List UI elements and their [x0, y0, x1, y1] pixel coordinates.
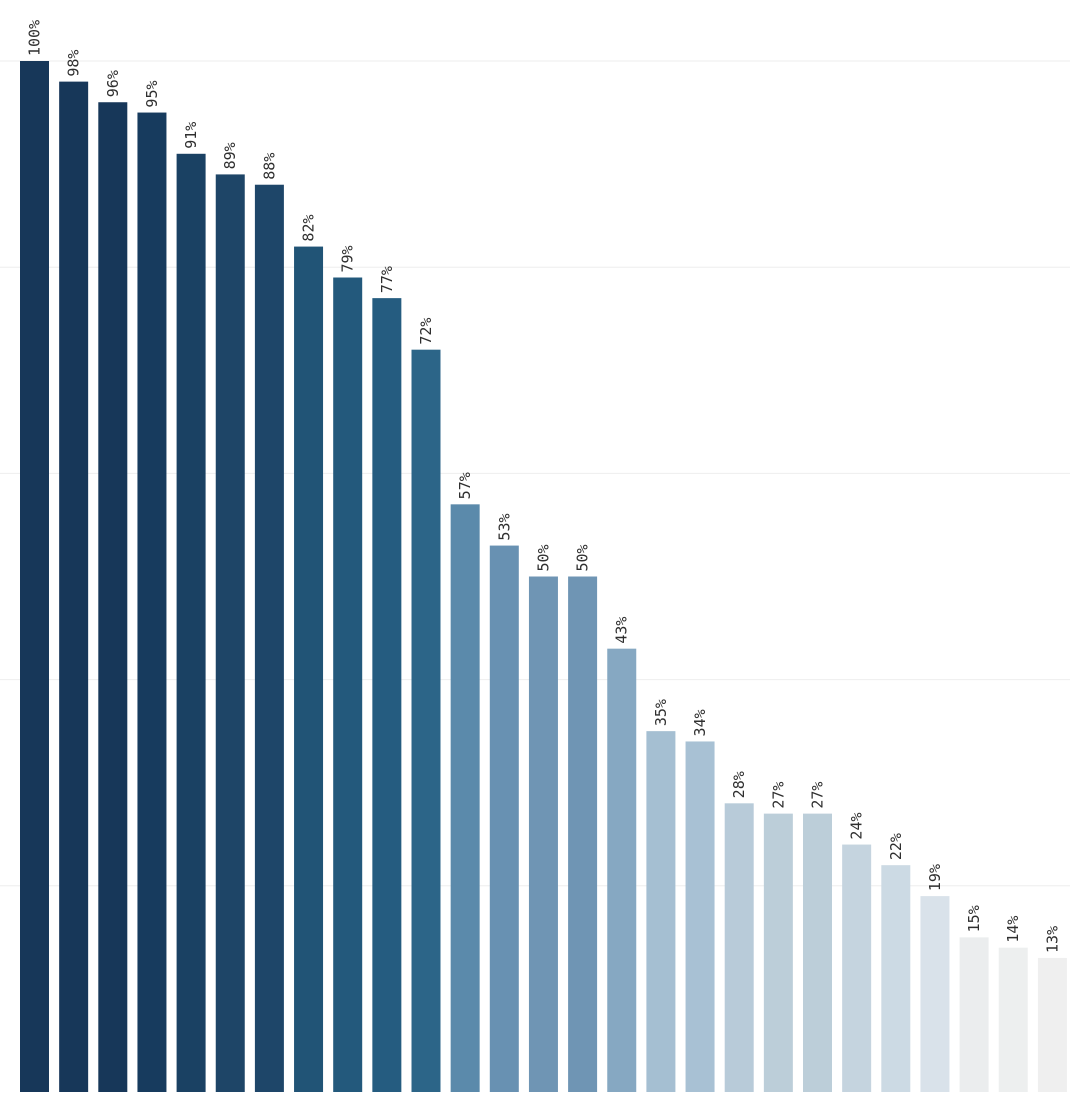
data-label: 22%: [887, 833, 905, 860]
data-label: 15%: [965, 905, 983, 932]
data-label: 43%: [613, 617, 631, 644]
bar: [489, 545, 519, 1092]
data-label: 89%: [221, 142, 239, 169]
data-label: 82%: [300, 214, 318, 241]
bar: [215, 174, 245, 1092]
bar: [842, 844, 872, 1092]
data-label: 50%: [534, 544, 552, 571]
bar: [920, 896, 950, 1092]
bar: [333, 277, 363, 1092]
data-label: 28%: [730, 771, 748, 798]
bar: [763, 813, 793, 1092]
bar: [724, 803, 754, 1092]
bar: [254, 184, 284, 1093]
data-label: 13%: [1043, 926, 1061, 953]
bar: [685, 741, 715, 1092]
bar: [450, 504, 480, 1093]
data-label: 88%: [260, 153, 278, 180]
bar: [646, 731, 676, 1092]
bar: [20, 61, 49, 1092]
bar: [98, 102, 128, 1093]
data-label: 27%: [769, 782, 787, 809]
bar: [411, 349, 441, 1092]
value-labels-group: 100% 98% 96% 95% 91% 89% 88% 82% 79% 77% 72% 57% 53%…: [26, 20, 1062, 953]
bar: [59, 81, 89, 1093]
data-label: 57%: [456, 472, 474, 499]
data-label: 96%: [104, 70, 122, 97]
bar: [1037, 957, 1067, 1092]
bar: [998, 947, 1028, 1092]
bars-group: [20, 61, 1067, 1093]
bar: [294, 246, 324, 1092]
data-label: 72%: [417, 318, 435, 345]
data-label: 24%: [848, 812, 866, 839]
data-label: 77%: [378, 266, 396, 293]
bar: [881, 865, 911, 1092]
bar: [607, 648, 637, 1092]
data-label: 35%: [652, 699, 670, 726]
data-label: 91%: [182, 122, 200, 149]
bar: [568, 576, 598, 1092]
data-label: 100%: [26, 20, 44, 56]
data-label: 14%: [1004, 916, 1022, 943]
bar: [372, 298, 402, 1092]
bar: [137, 112, 167, 1093]
data-label: 34%: [691, 709, 709, 736]
data-label: 79%: [339, 245, 357, 272]
bar: [803, 813, 832, 1092]
bar: [959, 937, 989, 1092]
data-label: 50%: [574, 544, 592, 571]
data-label: 53%: [495, 513, 513, 540]
bar: [176, 153, 206, 1093]
data-label: 98%: [65, 50, 83, 77]
bar: [528, 576, 558, 1092]
data-label: 19%: [926, 864, 944, 891]
data-label: 27%: [809, 782, 827, 809]
data-label: 95%: [143, 80, 161, 107]
